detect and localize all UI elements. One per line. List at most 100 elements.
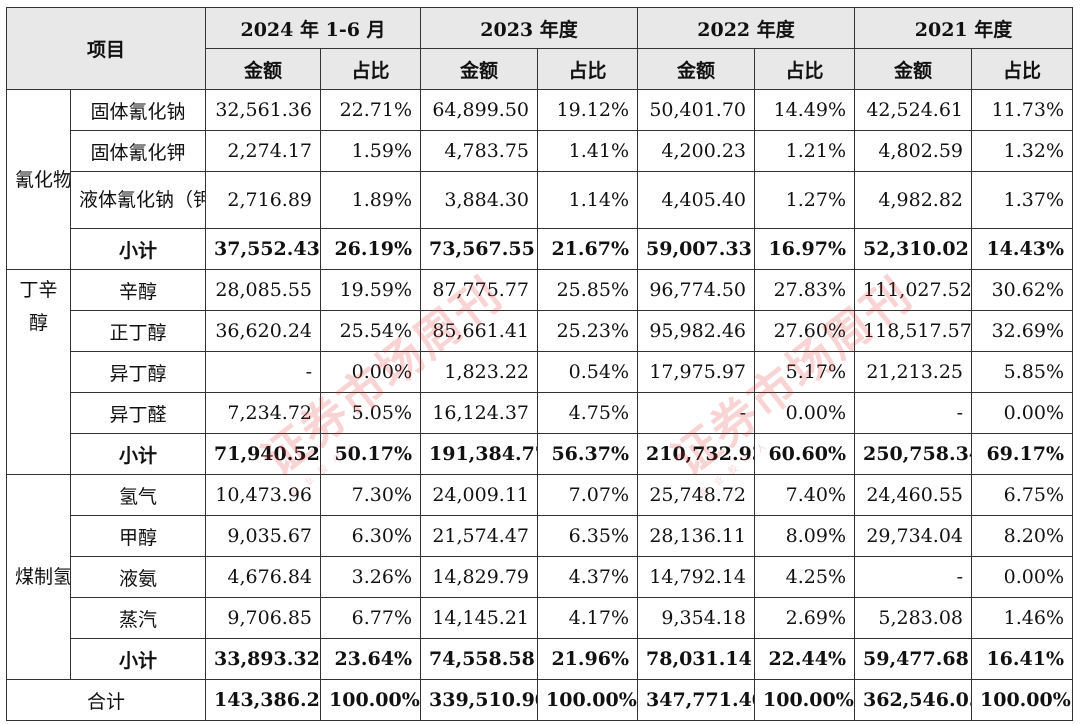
ratio-cell: 22.71% (320, 89, 422, 131)
ratio-cell: 23.64% (320, 638, 422, 680)
total-amount-cell: 347,771.40 (637, 679, 756, 721)
ratio-cell: 16.41% (971, 638, 1074, 680)
amount-cell: 9,706.85 (205, 597, 322, 639)
amount-cell: - (637, 392, 756, 434)
header-row-periods: 项目 2024 年 1-6 月 2023 年度 2022 年度 2021 年度 (5, 7, 1074, 90)
amount-cell: 52,310.02 (854, 228, 973, 270)
ratio-cell: 30.62% (971, 269, 1074, 311)
ratio-cell: 14.49% (754, 89, 856, 131)
total-ratio-cell: 100.00% (537, 679, 639, 721)
ratio-cell: 26.19% (320, 228, 422, 270)
amount-cell: 1,823.22 (420, 351, 539, 393)
amount-cell: 21,574.47 (420, 515, 539, 557)
ratio-cell: 19.12% (537, 89, 639, 131)
amount-cell: 210,732.93 (637, 433, 756, 475)
ratio-cell: 4.75% (537, 392, 639, 434)
amount-cell: 59,007.33 (637, 228, 756, 270)
group-octanol: 丁辛 (6, 269, 71, 311)
total-label: 合计 (5, 679, 207, 721)
ratio-cell: 50.17% (320, 433, 422, 475)
row-label: 液体氰化钠（钾） (69, 171, 207, 229)
ratio-cell: 22.44% (754, 638, 856, 680)
row-label: 小计 (69, 228, 207, 270)
ratio-cell: 6.77% (320, 597, 422, 639)
amount-cell: 2,716.89 (205, 171, 322, 229)
table-row: 甲醇 9,035.67 6.30% 21,574.47 6.35% 28,136.11 8.… (7, 515, 1074, 557)
amount-cell: 9,035.67 (205, 515, 322, 557)
amount-cell: 17,975.97 (637, 351, 756, 393)
amount-cell: - (854, 392, 973, 434)
header-ratio: 占比 (971, 48, 1074, 90)
ratio-cell: 8.20% (971, 515, 1074, 557)
ratio-cell: 1.89% (320, 171, 422, 229)
row-label: 小计 (69, 433, 207, 475)
amount-cell: 78,031.14 (637, 638, 756, 680)
header-period: 2024 年 1-6 月 (205, 7, 422, 49)
amount-cell: 74,558.58 (420, 638, 539, 680)
group-cyanide: 氰化物 (6, 89, 71, 270)
amount-cell: 50,401.70 (637, 89, 756, 131)
group-coal-hydrogen: 煤制氢产品线 (6, 474, 71, 680)
amount-cell: 4,982.82 (854, 171, 973, 229)
table-row: 醇正丁醇 36,620.24 25.54% 85,661.41 25.23% 95,982… (6, 310, 1074, 475)
header-amount: 金额 (854, 48, 973, 90)
total-amount-cell: 143,386.26 (205, 679, 322, 721)
ratio-cell: 69.17% (971, 433, 1074, 475)
ratio-cell: 5.05% (320, 392, 422, 434)
ratio-cell: 21.67% (537, 228, 639, 270)
header-amount: 金额 (420, 48, 539, 90)
amount-cell: 16,124.37 (420, 392, 539, 434)
total-ratio-cell: 100.00% (971, 679, 1074, 721)
ratio-cell: 1.59% (320, 130, 422, 172)
ratio-cell: 1.21% (754, 130, 856, 172)
header-ratio: 占比 (537, 48, 639, 90)
ratio-cell: 16.97% (754, 228, 856, 270)
total-ratio-cell: 100.00% (754, 679, 856, 721)
amount-cell: 64,899.50 (420, 89, 539, 131)
header-ratio: 占比 (320, 48, 422, 90)
ratio-cell: 7.07% (537, 474, 639, 516)
amount-cell: 73,567.55 (420, 228, 539, 270)
row-label: 正丁醇 (69, 310, 207, 352)
header-period: 2021 年度 (854, 7, 1074, 49)
amount-cell: 24,460.55 (854, 474, 973, 516)
ratio-cell: 1.27% (754, 171, 856, 229)
amount-cell: 191,384.77 (420, 433, 539, 475)
amount-cell: 28,085.55 (205, 269, 322, 311)
ratio-cell: 11.73% (971, 89, 1074, 131)
header-row-columns: 金额 占比 金额 占比 金额 占比 金额 占比 (7, 48, 1074, 90)
header-amount: 金额 (637, 48, 756, 90)
amount-cell: 4,405.40 (637, 171, 756, 229)
table-row: 液氨 4,676.84 3.26% 14,829.79 4.37% 14,792.14 4.… (7, 556, 1074, 598)
ratio-cell: 7.30% (320, 474, 422, 516)
amount-cell: 25,748.72 (637, 474, 756, 516)
amount-cell: 29,734.04 (854, 515, 973, 557)
amount-cell: 95,982.46 (637, 310, 756, 352)
ratio-cell: 1.32% (971, 130, 1074, 172)
ratio-cell: 19.59% (320, 269, 422, 311)
amount-cell: 7,234.72 (205, 392, 322, 434)
amount-cell: - (205, 351, 322, 393)
ratio-cell: 25.23% (537, 310, 639, 352)
ratio-cell: 3.26% (320, 556, 422, 598)
subtotal-row: 小计 33,893.32 23.64% 74,558.58 21.96% 78,031.1… (7, 638, 1074, 680)
ratio-cell: 0.00% (971, 556, 1074, 598)
table-row: 氰化物 固体氰化钠 32,561.36 22.71% 64,899.50 19.12% 50… (6, 89, 1074, 270)
ratio-cell: 27.83% (754, 269, 856, 311)
header-ratio: 占比 (754, 48, 856, 90)
table-container: 项目 2024 年 1-6 月 2023 年度 2022 年度 2021 年度 … (5, 7, 1074, 721)
amount-cell: 5,283.08 (854, 597, 973, 639)
row-label: 液氨 (69, 556, 207, 598)
amount-cell: 28,136.11 (637, 515, 756, 557)
table-row: 固体氰化钾 2,274.17 1.59% 4,783.75 1.41% 4,200.23 1… (7, 130, 1074, 172)
header-period: 2023 年度 (420, 7, 639, 49)
amount-cell: 21,213.25 (854, 351, 973, 393)
amount-cell: 4,676.84 (205, 556, 322, 598)
row-label: 异丁醇 (69, 351, 207, 393)
table-row: 异丁醛 7,234.72 5.05% 16,124.37 4.75% -0.00% -0.0… (7, 392, 1074, 434)
amount-cell: 14,829.79 (420, 556, 539, 598)
ratio-cell: 4.37% (537, 556, 639, 598)
total-amount-cell: 362,546.05 (854, 679, 973, 721)
total-row: 合计143,386.26100.00%339,510.90100.00%347,… (5, 679, 1074, 721)
row-label: 异丁醛 (69, 392, 207, 434)
